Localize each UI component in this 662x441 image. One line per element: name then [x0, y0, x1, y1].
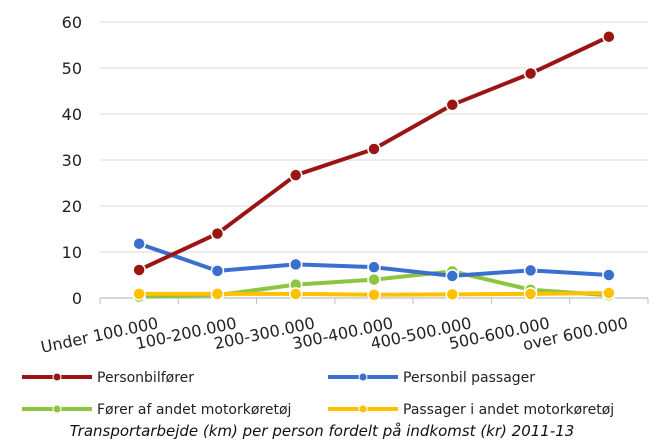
legend-item: Personbil passager — [328, 370, 535, 386]
data-point — [603, 287, 615, 299]
x-tick-labels: Under 100.000100-200.000200-300.000300-4… — [39, 313, 630, 356]
legend-item: Personbilfører — [22, 370, 194, 386]
data-point — [133, 238, 145, 250]
legend-swatch-marker — [359, 373, 367, 381]
data-point — [603, 269, 615, 281]
data-point — [133, 288, 145, 300]
data-point — [368, 261, 380, 273]
data-point — [133, 264, 145, 276]
legend: Personbilfører Personbil passager Fører af… — [22, 370, 614, 418]
data-point — [446, 99, 458, 111]
data-point — [211, 288, 223, 300]
data-point — [368, 274, 380, 286]
chart-title: Transportarbejde (km) per person fordelt… — [70, 422, 575, 440]
data-point — [290, 258, 302, 270]
data-point — [368, 289, 380, 301]
data-point — [603, 31, 615, 43]
legend-swatch-marker — [53, 373, 61, 381]
series-lines — [133, 31, 615, 303]
legend-swatch-marker — [359, 405, 367, 413]
data-point — [446, 288, 458, 300]
data-point — [368, 143, 380, 155]
data-point — [290, 288, 302, 300]
y-tick-label: 10 — [62, 243, 82, 262]
data-point — [211, 228, 223, 240]
y-tick-label: 40 — [62, 105, 82, 124]
y-tick-label: 50 — [62, 59, 82, 78]
y-tick-label: 60 — [62, 13, 82, 32]
y-tick-label: 20 — [62, 197, 82, 216]
legend-label: Personbil passager — [403, 370, 535, 386]
legend-label: Passager i andet motorkøretøj — [403, 402, 614, 418]
legend-label: Fører af andet motorkøretøj — [97, 402, 291, 418]
data-point — [446, 270, 458, 282]
data-point — [211, 265, 223, 277]
legend-item: Passager i andet motorkøretøj — [328, 402, 614, 418]
y-tick-label: 30 — [62, 151, 82, 170]
data-point — [525, 288, 537, 300]
y-tick-label: 0 — [72, 289, 82, 308]
data-point — [525, 264, 537, 276]
data-point — [290, 169, 302, 181]
y-tick-labels: 0 10 20 30 40 50 60 — [62, 13, 82, 308]
legend-label: Personbilfører — [97, 370, 194, 386]
legend-item: Fører af andet motorkøretøj — [22, 402, 291, 418]
data-point — [525, 68, 537, 80]
legend-swatch-marker — [53, 405, 61, 413]
